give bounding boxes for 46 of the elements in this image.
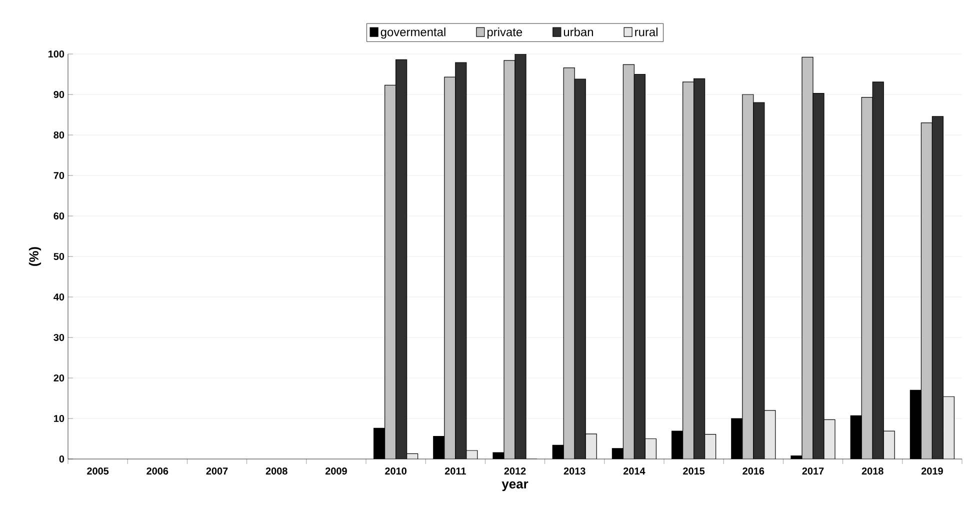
y-tick-label: 70 — [54, 172, 64, 180]
legend-label: rural — [635, 28, 658, 36]
bar — [884, 431, 895, 459]
bar — [586, 434, 597, 459]
bar — [862, 97, 873, 459]
x-axis-title: year — [502, 481, 528, 492]
bar — [645, 438, 656, 459]
bar — [742, 94, 754, 459]
x-tick-label: 2018 — [862, 468, 884, 475]
y-tick-label: 90 — [54, 90, 64, 98]
x-tick-label: 2011 — [444, 468, 466, 475]
x-tick-label: 2006 — [146, 468, 168, 475]
x-tick-label: 2005 — [87, 468, 109, 475]
x-tick-label: 2015 — [683, 468, 705, 475]
y-tick-label: 60 — [54, 212, 64, 220]
bar — [623, 64, 634, 459]
y-tick-label: 0 — [59, 455, 64, 463]
y-tick-label: 10 — [54, 414, 64, 422]
x-tick-label: 2013 — [564, 468, 586, 475]
x-tick-label: 2007 — [206, 468, 228, 475]
x-tick-label: 2009 — [325, 468, 347, 475]
y-tick-label: 80 — [54, 131, 64, 139]
y-tick-label: 30 — [54, 334, 64, 342]
legend-label: govermental — [380, 28, 446, 39]
bar — [384, 85, 396, 459]
x-tick-label: 2019 — [921, 468, 943, 475]
bar — [920, 122, 933, 459]
x-tick-label: 2012 — [504, 468, 526, 475]
legend-label: urban — [564, 28, 593, 36]
y-tick-label: 50 — [54, 252, 64, 260]
bar — [564, 68, 575, 459]
x-tick-label: 2008 — [266, 468, 288, 475]
x-tick-label: 2016 — [742, 468, 764, 475]
legend-label: private — [487, 28, 522, 39]
y-tick-label: 100 — [48, 50, 64, 58]
x-tick-label: 2014 — [623, 468, 646, 475]
bar — [504, 60, 516, 459]
bar — [802, 57, 814, 459]
x-tick-label: 2010 — [385, 468, 406, 475]
bar — [444, 77, 456, 459]
y-tick-label: 40 — [54, 293, 64, 301]
y-axis-title: (%) — [28, 247, 42, 266]
bar — [704, 434, 716, 459]
y-tick-label: 20 — [54, 374, 64, 382]
x-tick-label: 2017 — [802, 468, 824, 475]
bar — [682, 82, 694, 459]
